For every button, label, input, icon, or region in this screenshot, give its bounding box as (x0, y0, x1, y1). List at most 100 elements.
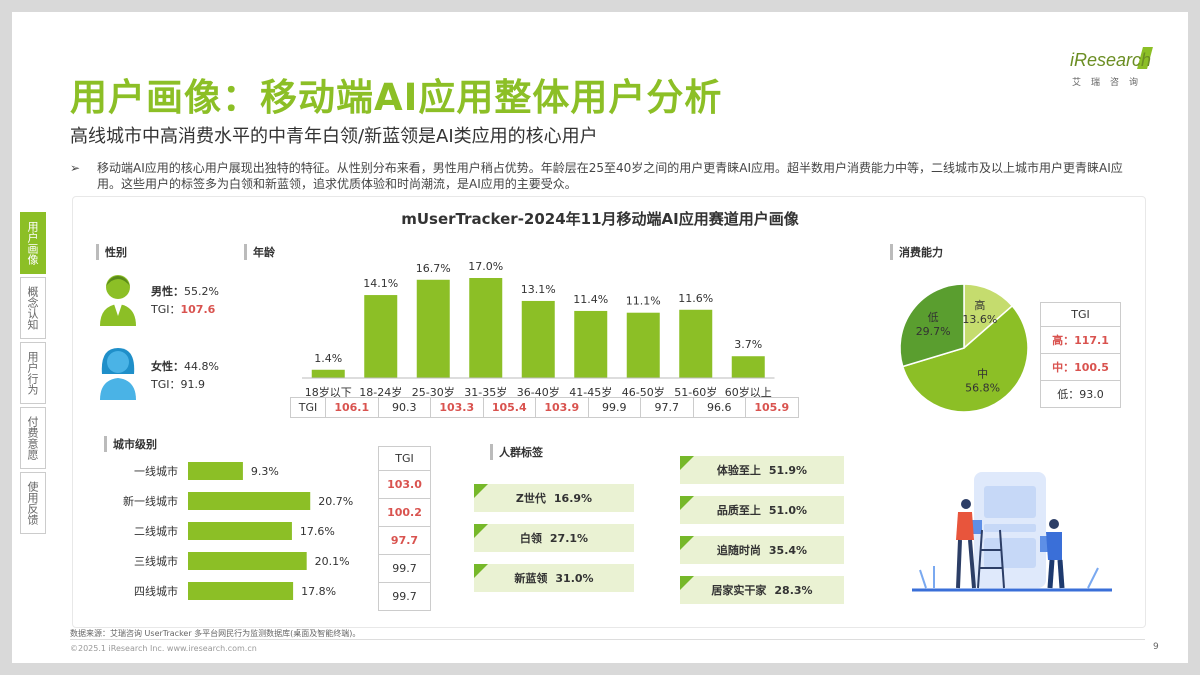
city-bar (188, 582, 294, 600)
age-category-label: 36-40岁 (517, 385, 560, 399)
age-bar (574, 310, 608, 378)
age-value-label: 3.7% (734, 338, 762, 351)
age-bar (364, 295, 398, 378)
side-tab-2[interactable]: 用户行为 (20, 342, 46, 404)
age-value-label: 11.1% (626, 295, 661, 308)
age-bar (416, 279, 450, 378)
side-tab-1[interactable]: 概念认知 (20, 277, 46, 339)
pie-slice-label: 中 (977, 368, 988, 381)
crowd-tag-name: 追随时尚 (716, 544, 761, 557)
crowd-tag-name: 白领 (519, 532, 542, 545)
crowd-tag-name: 居家实干家 (711, 584, 767, 597)
age-category-label: 51-60岁 (674, 385, 717, 399)
logo-brand: iResearch (1070, 50, 1152, 70)
iresearch-logo: iResearch 艾瑞咨询 (1058, 42, 1158, 92)
page-subtitle: 高线城市中高消费水平的中青年白领/新蓝领是AI类应用的核心用户 (70, 126, 598, 147)
female-tgi: 91.9 (180, 378, 206, 391)
age-tgi-cell: 105.9 (745, 397, 799, 418)
age-category-label: 46-50岁 (622, 385, 665, 399)
logo-sub: 艾瑞咨询 (1072, 78, 1149, 88)
city-tgi-cell: 103.0 (378, 470, 431, 499)
tag-corner-icon (680, 536, 694, 550)
crowd-tag: 体验至上 51.9% (680, 456, 844, 484)
tag-corner-icon (474, 564, 488, 578)
crowd-tag-pct: 16.9% (553, 491, 593, 505)
city-value-label: 17.8% (301, 585, 336, 598)
crowd-tag-name: 新蓝领 (514, 572, 548, 585)
city-tgi-header: TGI (378, 446, 431, 471)
chart-title: mUserTracker-2024年11月移动端AI应用赛道用户画像 (401, 210, 799, 228)
crowd-tag: Z世代 16.9% (474, 484, 634, 512)
city-tgi-cell: 99.7 (378, 582, 431, 611)
age-category-label: 25-30岁 (412, 385, 455, 399)
city-bar (188, 492, 311, 510)
age-category-label: 18岁以下 (305, 385, 352, 399)
city-tgi-cell: 99.7 (378, 554, 431, 583)
tag-corner-icon (680, 496, 694, 510)
pie-slice (963, 283, 1014, 350)
age-bar (311, 369, 345, 378)
age-category-label: 60岁以上 (725, 385, 772, 399)
consumption-tgi-high: 高：117.1 (1040, 326, 1121, 354)
pie-slice-pct: 56.8% (965, 382, 1000, 395)
consumption-tgi-header: TGI (1040, 302, 1121, 327)
male-tgi-label: TGI： (151, 303, 181, 316)
age-bar (626, 312, 660, 378)
city-tgi-table: TGI 103.0 100.2 97.7 99.7 99.7 (378, 446, 431, 611)
city-bar-chart: 一线城市 9.3% 新一线城市 20.7% 二线城市 17.6% 三线城市 20.1% 四线城市… (123, 462, 353, 600)
age-category-label: 18-24岁 (359, 385, 402, 399)
crowd-tag: 居家实干家 28.3% (680, 576, 844, 604)
age-tgi-cell: 99.9 (587, 397, 641, 418)
consumption-tgi-low: 低：93.0 (1040, 380, 1121, 408)
male-stats: 男性：55.2% TGI：107.6 (151, 283, 219, 319)
age-value-label: 14.1% (363, 277, 398, 290)
city-category-label: 新一线城市 (123, 494, 178, 508)
pie-slice-pct: 29.7% (916, 325, 951, 338)
female-stats: 女性：44.8% TGI：91.9 (151, 358, 219, 394)
age-bar (521, 300, 555, 378)
page-number: 9 (1153, 642, 1159, 652)
crowd-tag-pct: 51.0% (768, 503, 808, 517)
female-user-icon (100, 348, 136, 400)
section-city: 城市级别 (104, 436, 157, 452)
female-label: 女性： (151, 360, 184, 373)
age-bar (679, 309, 713, 378)
crowd-tag-name: Z世代 (515, 492, 546, 505)
age-tgi-row: TGI 106.1 90.3 103.3 105.4 103.9 99.9 97.7 96.6… (290, 397, 799, 418)
age-tgi-cell: 103.3 (430, 397, 484, 418)
section-gender: 性别 (96, 244, 127, 260)
footer-copyright: ©2025.1 iResearch Inc. www.iresearch.com… (70, 644, 257, 653)
age-bar (731, 356, 765, 378)
side-tab-0[interactable]: 用户画像 (20, 212, 46, 274)
age-value-label: 1.4% (314, 352, 342, 365)
footer-source: 数据来源：艾瑞咨询 UserTracker 多平台网民行为监测数据库(桌面及智能… (70, 629, 361, 638)
age-value-label: 16.7% (416, 262, 451, 275)
pie-slice-label: 低 (928, 311, 939, 324)
crowd-tags-left: Z世代 16.9% 白领 27.1% 新蓝领 31.0% (474, 484, 634, 604)
male-label: 男性： (151, 285, 184, 298)
side-tab-3[interactable]: 付费意愿 (20, 407, 46, 469)
age-bar-chart: 1.4% 18岁以下 14.1% 18-24岁 16.7% 25-30岁 17.0% 31-3… (302, 260, 775, 399)
age-category-label: 31-35岁 (464, 385, 507, 399)
crowd-tag: 追随时尚 35.4% (680, 536, 844, 564)
female-tgi-label: TGI： (151, 378, 181, 391)
age-tgi-cell: 96.6 (692, 397, 746, 418)
city-bar (188, 462, 243, 480)
age-tgi-cell: 90.3 (377, 397, 431, 418)
side-tabs: 用户画像概念认知用户行为付费意愿使用反馈 (20, 212, 46, 537)
tag-corner-icon (680, 576, 694, 590)
age-value-label: 11.4% (573, 293, 608, 306)
crowd-tag: 白领 27.1% (474, 524, 634, 552)
side-tab-4[interactable]: 使用反馈 (20, 472, 46, 534)
consumption-tgi-mid: 中：100.5 (1040, 353, 1121, 381)
consumption-tgi-table: TGI 高：117.1 中：100.5 低：93.0 (1040, 302, 1121, 408)
age-tgi-cell: 103.9 (535, 397, 589, 418)
pie-slice (899, 283, 965, 368)
age-value-label: 11.6% (678, 292, 713, 305)
age-value-label: 13.1% (521, 283, 556, 296)
crowd-tag-pct: 51.9% (768, 463, 808, 477)
consumption-pie-chart: 高13.6% 中56.8% 低29.7% (899, 283, 1029, 413)
city-value-label: 17.6% (300, 525, 335, 538)
crowd-tag-pct: 27.1% (549, 531, 589, 545)
city-value-label: 20.7% (318, 495, 353, 508)
